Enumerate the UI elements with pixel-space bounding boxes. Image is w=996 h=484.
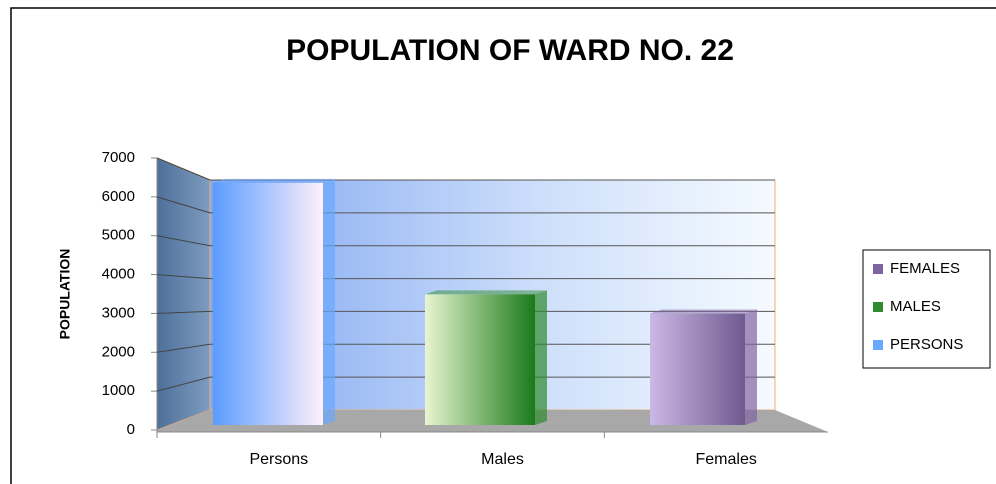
y-axis-label: POPULATION	[57, 249, 73, 340]
y-tick-label: 6000	[102, 188, 135, 205]
legend	[862, 249, 991, 369]
grid-line	[156, 157, 211, 181]
grid-line	[156, 196, 211, 214]
y-tick-label: 5000	[102, 227, 135, 244]
bar-side	[745, 309, 757, 425]
x-tick-label: Persons	[249, 451, 308, 468]
bar-side	[535, 290, 547, 425]
legend-swatch	[873, 340, 883, 350]
y-tick-label: 2000	[102, 343, 135, 360]
bar	[425, 294, 535, 425]
grid-line	[156, 274, 211, 280]
bar-top	[213, 178, 335, 183]
x-tick-label: Males	[481, 451, 524, 468]
legend-swatch	[873, 264, 883, 274]
y-tick-label: 3000	[102, 304, 135, 321]
bars	[213, 178, 757, 425]
x-tick-label: Females	[695, 451, 756, 468]
bar-top	[425, 290, 547, 295]
legend-label: MALES	[890, 298, 941, 315]
bar-side	[323, 178, 335, 425]
legend-label: PERSONS	[890, 336, 963, 353]
bar-top	[650, 309, 757, 314]
legend-swatch	[873, 302, 883, 312]
grid-line	[156, 310, 211, 314]
chart-border	[10, 7, 996, 484]
y-tick-label: 7000	[102, 149, 135, 166]
grid-line	[156, 235, 211, 247]
grid-line	[156, 376, 211, 392]
bar	[213, 182, 323, 425]
bar	[650, 313, 745, 425]
y-tick-label: 1000	[102, 382, 135, 399]
grid-line	[156, 343, 211, 353]
chart-title: POPULATION OF WARD NO. 22	[286, 34, 734, 67]
y-tick-label: 0	[127, 421, 135, 438]
legend-label: FEMALES	[890, 260, 960, 277]
y-tick-label: 4000	[102, 266, 135, 283]
